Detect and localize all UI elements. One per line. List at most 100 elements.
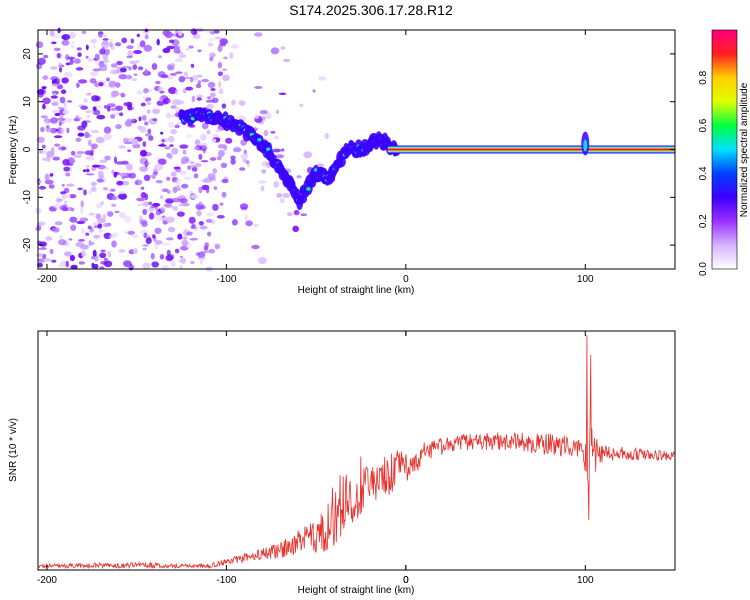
spectrogram-cell: [223, 56, 228, 60]
carrier-band-core: [387, 148, 675, 151]
spectrogram-cell: [147, 201, 153, 206]
spectrogram-cell: [178, 29, 183, 37]
spectrogram-cell: [276, 193, 283, 198]
spectrogram-cell: [190, 260, 195, 265]
spectrogram-cell: [49, 127, 58, 134]
spectrogram-cell: [70, 45, 75, 49]
spectrogram-cell: [90, 38, 97, 44]
snr-x-tick-label: -100: [216, 575, 236, 586]
spectrogram-cell: [59, 235, 63, 239]
spectrogram-cell: [166, 76, 174, 80]
spectrogram-cell: [171, 147, 179, 155]
spectrogram-cell: [86, 168, 90, 173]
spectrogram-cell: [111, 203, 117, 207]
spectrogram-cell: [90, 129, 100, 134]
spectrogram-cell: [81, 120, 88, 128]
spectrogram-cell: [170, 171, 177, 177]
spectrogram-cell: [66, 183, 75, 187]
spectrogram-cell: [60, 89, 67, 94]
spectrogram-cell: [159, 253, 165, 260]
snr-y-ticks: 10008006004002000: [403, 331, 409, 586]
spectrogram-cell: [112, 232, 119, 237]
spectrogram-cell: [287, 212, 293, 217]
spectrogram-cell: [144, 121, 149, 126]
spectrogram-cell: [199, 145, 208, 152]
colorbar-tick-label: 0.0: [698, 262, 709, 276]
spectrogram-cell: [54, 143, 60, 147]
snr-x-tick-label: 100: [577, 575, 594, 586]
spectrogram-cell: [144, 34, 149, 40]
spectrogram-cell: [123, 137, 129, 144]
spectrogram-cell: [80, 200, 84, 208]
spectrogram-cell: [108, 188, 117, 193]
spectrogram-cell: [190, 194, 199, 199]
spectrogram-cell: [155, 80, 161, 85]
spectrogram-cell: [217, 61, 223, 69]
spectrogram-cell: [212, 168, 218, 174]
spectrogram-cell: [118, 145, 127, 149]
spectrogram-cell: [324, 132, 329, 140]
spectrogram-cell: [197, 80, 201, 85]
spectrogram-cell: [99, 228, 104, 233]
spectrogram-cell: [216, 126, 224, 132]
colorbar-ticks: 0.8 0.6 0.4 0.2 0.0: [698, 70, 709, 276]
spectrogram-cell: [212, 203, 219, 211]
spectrogram-cell: [177, 233, 183, 240]
spectrogram-cell: [90, 186, 97, 193]
spectrogram-cell: [192, 74, 198, 81]
spectrogram-cell: [65, 172, 71, 177]
spectrogram-cell: [82, 169, 87, 173]
spectrogram-cell: [100, 261, 108, 265]
spectrogram-cell: [73, 58, 81, 64]
spectrogram-cell: [58, 114, 64, 118]
spectrogram-cell: [69, 254, 75, 262]
spectrogram-cell: [69, 58, 74, 65]
spectrogram-cell: [150, 174, 157, 178]
spectrogram-cell: [118, 248, 126, 253]
spectrogram-cell: [115, 124, 122, 130]
spectrogram-cell: [217, 71, 223, 76]
spectrogram-cell: [160, 195, 164, 200]
spectrogram-cell: [148, 135, 154, 141]
spectrogram-cell: [160, 131, 164, 135]
spectrogram-cell: [196, 94, 204, 98]
spectrogram-cell: [299, 103, 304, 108]
spectrogram-cell: [206, 129, 211, 135]
spectrogram-cell: [178, 203, 184, 207]
spectrogram-cell: [207, 96, 212, 100]
spectrogram-cell: [283, 58, 291, 63]
spectrogram-cell: [45, 127, 52, 133]
spectrogram-cell: [64, 251, 72, 257]
spectrogram-cell: [239, 167, 246, 171]
spectrogram-cell: [64, 201, 68, 204]
spectrogram-cell: [152, 118, 157, 121]
spectrogram-cell: [270, 131, 276, 134]
spectrogram-cell: [86, 165, 90, 168]
spectrogram-cell: [167, 226, 176, 233]
spectrogram-cell: [77, 52, 82, 57]
spectrogram-cell: [181, 239, 189, 247]
colorbar-tick-label: 0.6: [698, 118, 709, 132]
spectrogram-cell: [186, 231, 193, 236]
spectrogram-cell: [138, 116, 142, 122]
spectrogram-cell: [88, 189, 92, 195]
spectrogram-cell: [154, 227, 162, 234]
spectrogram-cell: [96, 178, 104, 183]
spectrogram-cell: [124, 230, 129, 235]
spectrogram-cell: [197, 74, 203, 78]
spectrogram-cell: [128, 67, 132, 71]
spectrogram-cell: [209, 52, 216, 58]
spectrogram-cell: [187, 165, 192, 170]
spectrogram-cell: [50, 66, 58, 70]
spectrogram-cell: [217, 45, 223, 52]
spectrogram-cell: [128, 106, 134, 111]
spectrogram-cell: [139, 149, 148, 157]
spectrogram-cell: [231, 99, 236, 106]
spectrogram-cell: [142, 96, 147, 101]
spectrogram-cell: [126, 55, 133, 59]
spectrogram-cell: [126, 163, 133, 171]
spectrogram-cell: [190, 28, 198, 35]
spectrogram-cell: [62, 159, 70, 166]
spectrogram-cell: [68, 31, 76, 39]
spectrogram-cell: [210, 87, 216, 92]
